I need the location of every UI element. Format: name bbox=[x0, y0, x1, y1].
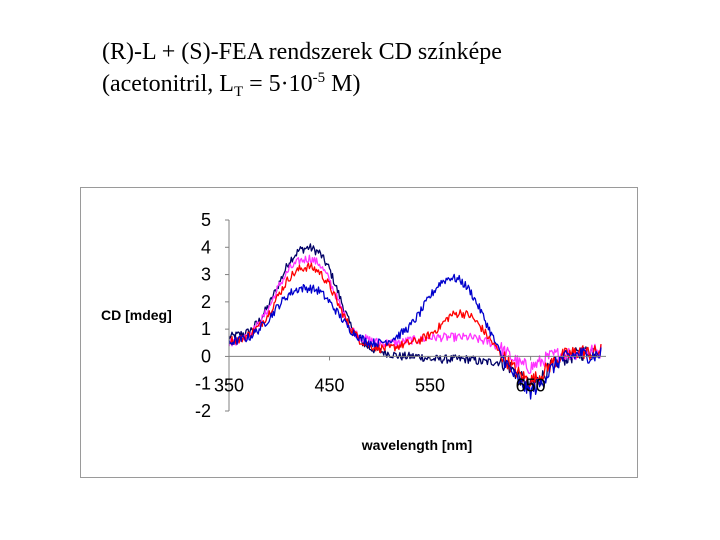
x-tick-label: 550 bbox=[415, 375, 445, 395]
title-line-2-prefix: (acetonitril, L bbox=[102, 71, 234, 97]
series-line-4 bbox=[228, 273, 602, 400]
y-tick-label: 1 bbox=[201, 319, 211, 339]
x-tick-label: 350 bbox=[214, 375, 244, 395]
title-subscript: T bbox=[233, 84, 244, 100]
title-superscript: -5 bbox=[312, 70, 326, 86]
title-line-1: (R)-L + (S)-FEA rendszerek CD színképe bbox=[102, 39, 502, 65]
y-tick-label: 4 bbox=[201, 237, 211, 257]
chart-frame: 5 4 3 2 1 0 -1 -2 350 450 550 650 CD [mdeg] wavele… bbox=[80, 187, 638, 478]
slide-title: (R)-L + (S)-FEA rendszerek CD színképe (… bbox=[102, 36, 702, 100]
cd-spectrum-chart: 5 4 3 2 1 0 -1 -2 350 450 550 650 CD [mdeg] wavele… bbox=[101, 210, 606, 453]
x-axis-title: wavelength [nm] bbox=[361, 437, 472, 453]
y-tick-label: -1 bbox=[195, 374, 211, 394]
x-tick-label: 450 bbox=[315, 375, 345, 395]
y-tick-layer: 5 4 3 2 1 0 -1 -2 bbox=[195, 210, 229, 421]
y-tick-label: 5 bbox=[201, 210, 211, 230]
x-tick-layer: 350 450 550 650 bbox=[214, 356, 546, 395]
y-tick-label: 2 bbox=[201, 292, 211, 312]
y-axis-title: CD [mdeg] bbox=[101, 307, 172, 323]
x-tick-label: 650 bbox=[516, 375, 546, 395]
title-line-2: (acetonitril, LT = 5·10-5 M) bbox=[102, 68, 702, 100]
y-tick-label: -2 bbox=[195, 401, 211, 421]
title-line-2-suffix: M) bbox=[325, 71, 361, 97]
series-line-3 bbox=[228, 262, 602, 388]
title-line-2-mid: = 5·10 bbox=[243, 71, 313, 97]
y-tick-label: 0 bbox=[201, 346, 211, 366]
y-tick-label: 3 bbox=[201, 265, 211, 285]
